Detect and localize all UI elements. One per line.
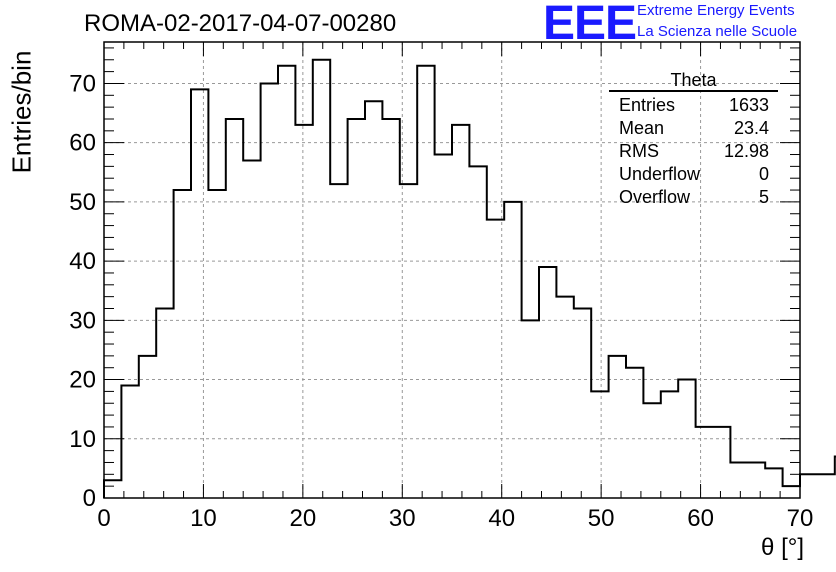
stats-value: 1633 — [728, 95, 769, 115]
stats-row-mean: Mean 23.4 — [609, 117, 778, 140]
grid-lines — [104, 42, 800, 498]
chart-title: ROMA-02-2017-04-07-00280 — [84, 10, 397, 37]
y-axis-label: Entries/bin — [6, 50, 37, 174]
x-tick-label: 10 — [190, 505, 217, 532]
histogram-bin — [139, 356, 156, 498]
histogram-bin — [348, 119, 365, 498]
histogram-bin — [713, 427, 730, 498]
histogram-bin — [121, 385, 138, 498]
histogram-bin — [678, 380, 695, 498]
histogram-bin — [730, 462, 747, 498]
x-tick-label: 20 — [290, 505, 317, 532]
histogram-bin — [313, 60, 330, 498]
y-tick-label: 50 — [69, 189, 96, 216]
eee-logo: EEE — [543, 0, 637, 50]
histogram-bin — [156, 308, 173, 498]
histogram-bin — [591, 391, 608, 498]
histogram-bin — [417, 66, 434, 498]
x-tick-label: 70 — [787, 505, 814, 532]
stats-label: Entries — [619, 95, 676, 115]
histogram-bin — [400, 184, 417, 498]
y-tick-label: 40 — [69, 248, 96, 275]
x-axis-label: θ [°] — [761, 534, 804, 561]
stats-row-overflow: Overflow 5 — [609, 186, 778, 209]
y-tick-label: 60 — [69, 130, 96, 157]
histogram-bin — [817, 474, 834, 498]
stats-title: Theta — [609, 70, 778, 92]
x-tick-label: 40 — [488, 505, 515, 532]
y-tick-label: 20 — [69, 367, 96, 394]
histogram-bin — [661, 391, 678, 498]
histogram-bin — [261, 83, 278, 498]
histogram-bin — [748, 462, 765, 498]
histogram-bin — [104, 480, 121, 498]
stats-value: 0 — [758, 164, 769, 184]
histogram-bin — [574, 308, 591, 498]
x-tick-label: 60 — [687, 505, 714, 532]
y-tick-label: 0 — [83, 485, 96, 512]
histogram-outline — [103, 58, 836, 498]
histogram-bin — [783, 486, 800, 498]
histogram-bin — [330, 184, 347, 498]
histogram-bin — [208, 190, 225, 498]
histogram-bin — [295, 125, 312, 498]
x-tick-label: 30 — [389, 505, 416, 532]
y-tick-label: 10 — [69, 426, 96, 453]
histogram-bin — [278, 66, 295, 498]
histogram-bin — [696, 427, 713, 498]
histogram-bin — [800, 474, 817, 498]
stats-label: Mean — [619, 118, 665, 138]
histogram-bin — [243, 160, 260, 498]
histogram-bin — [522, 320, 539, 498]
histogram-bin — [504, 202, 521, 498]
histogram-bin — [626, 368, 643, 498]
stats-row-rms: RMS 12.98 — [609, 140, 778, 163]
y-tick-label: 30 — [69, 307, 96, 334]
stats-box: Theta Entries 1633 Mean 23.4 RMS 12.98 U… — [609, 70, 778, 209]
logo-line-1: Extreme Energy Events — [637, 2, 795, 19]
histogram-bin — [556, 297, 573, 498]
stats-label: Overflow — [619, 187, 691, 207]
histogram-bin — [191, 89, 208, 498]
histogram-bin — [487, 220, 504, 498]
histogram-bin — [643, 403, 660, 498]
histogram-bin — [469, 166, 486, 498]
histogram-bin — [365, 101, 382, 498]
histogram-bin — [765, 468, 782, 498]
stats-row-entries: Entries 1633 — [609, 94, 778, 117]
histogram-bin — [435, 155, 452, 498]
stats-value: 12.98 — [723, 141, 769, 161]
histogram-bin — [609, 356, 626, 498]
histogram-bin — [382, 119, 399, 498]
x-tick-label: 50 — [588, 505, 615, 532]
y-tick-label: 70 — [69, 70, 96, 97]
histogram-bin — [174, 190, 191, 498]
histogram-bin — [452, 125, 469, 498]
x-tick-label: 0 — [97, 505, 110, 532]
stats-label: Underflow — [619, 164, 701, 184]
logo-line-2: La Scienza nelle Scuole — [637, 23, 798, 40]
plot-frame — [103, 41, 801, 499]
stats-row-underflow: Underflow 0 — [609, 163, 778, 186]
histogram-bin — [539, 267, 556, 498]
histogram-bin — [226, 119, 243, 498]
stats-value: 5 — [758, 187, 769, 207]
stats-value: 23.4 — [733, 118, 769, 138]
stats-label: RMS — [619, 141, 659, 161]
